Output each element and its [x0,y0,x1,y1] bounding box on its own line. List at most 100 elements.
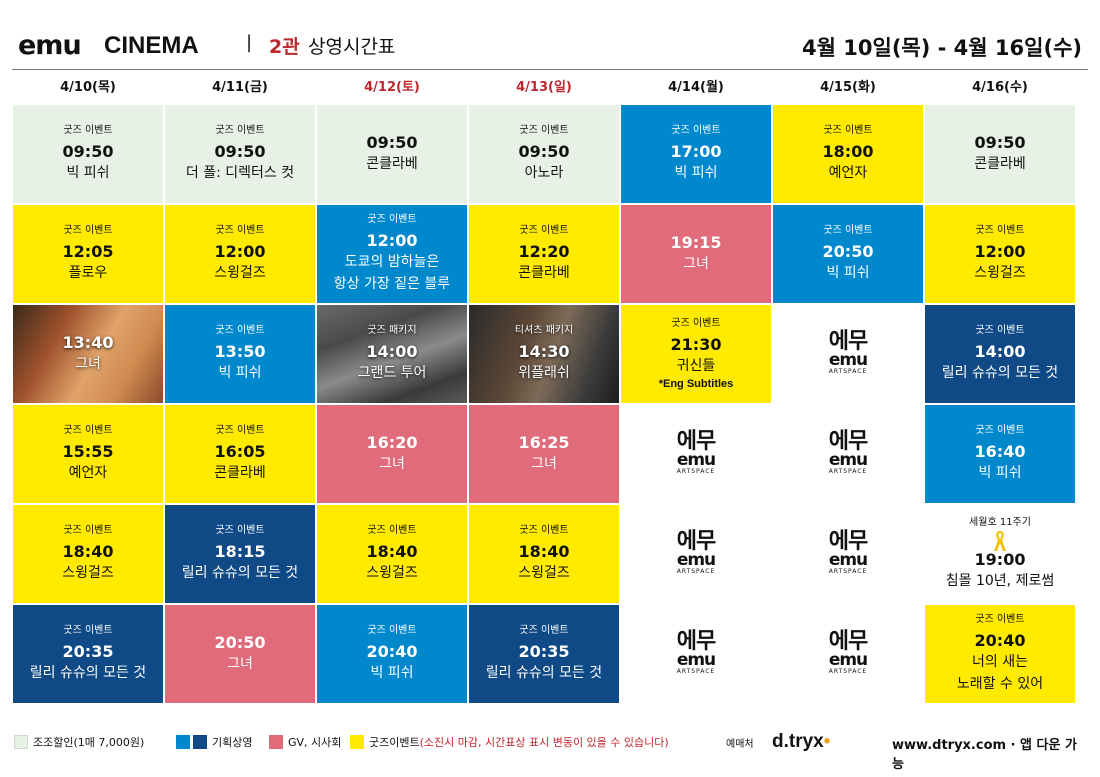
movie-title: 더 폴: 디렉터스 컷 [185,165,295,181]
event-tag: 굿즈 이벤트 [367,214,417,225]
showtime: 12:00 [974,242,1026,261]
schedule-grid: 4/10(목) 4/11(금) 4/12(토) 4/13(일) 4/14(월) 4/15(… [12,74,1076,706]
event-tag: 굿즈 이벤트 [215,425,265,436]
movie-title: 릴리 슈슈의 모든 것 [181,565,299,581]
movie-title: 귀신들 [676,357,716,374]
event-tag: 굿즈 이벤트 [215,125,265,136]
dtryx-dot-icon: • [823,731,831,752]
showtime: 14:00 [974,342,1026,361]
special-swatch-blue [176,735,190,749]
screening-slot[interactable]: 굿즈 이벤트 13:50 빅 피쉬 [165,305,315,403]
artspace-logo-e: emu [828,350,868,370]
screening-slot[interactable]: 굿즈 이벤트 12:00 도쿄의 밤하늘은 항상 가장 짙은 블루 [317,205,467,303]
screening-slot[interactable]: 굿즈 이벤트 20:35 릴리 슈슈의 모든 것 [13,605,163,703]
movie-title: 그녀 [227,656,253,672]
screening-slot[interactable]: 굿즈 이벤트 15:55 예언자 [13,405,163,503]
screening-slot[interactable]: 굿즈 이벤트 21:30 귀신들 *Eng Subtitles [621,305,771,403]
dtryx-logo[interactable]: d.tryx• [772,731,830,753]
hall-number: 2관 [269,36,300,58]
screening-slot[interactable]: 굿즈 이벤트 18:40 스윙걸즈 [469,505,619,603]
screening-slot[interactable]: 굿즈 이벤트 16:40 빅 피쉬 [925,405,1075,503]
event-tag: 굿즈 이벤트 [519,625,569,636]
artspace-logo: 에무 emu ARTSPACE [676,431,717,476]
movie-title: 릴리 슈슈의 모든 것 [29,665,147,681]
event-tag: 굿즈 이벤트 [519,125,569,136]
movie-title-line2: 노래할 수 있어 [956,676,1044,692]
screening-slot[interactable]: 09:50 콘클라베 [317,105,467,203]
dtryx-logo-text: d.tryx [772,731,824,752]
showtime: 09:50 [974,133,1026,152]
day-header: 4/15(화) [820,80,876,95]
screening-slot[interactable]: 굿즈 이벤트 18:40 스윙걸즈 [13,505,163,603]
screening-slot[interactable]: 굿즈 이벤트 18:00 예언자 [773,105,923,203]
showtime: 09:50 [62,142,114,161]
screening-slot[interactable]: 09:50 콘클라베 [925,105,1075,203]
showtime: 16:40 [974,442,1026,461]
screening-slot[interactable]: 굿즈 이벤트 09:50 빅 피쉬 [13,105,163,203]
screening-slot[interactable]: 굿즈 이벤트 14:00 릴리 슈슈의 모든 것 [925,305,1075,403]
screening-slot[interactable]: 16:20 그녀 [317,405,467,503]
yellow-ribbon-icon [994,531,1006,551]
screening-slot[interactable]: 굿즈 이벤트 17:00 빅 피쉬 [621,105,771,203]
movie-title: 콘클라베 [518,265,570,281]
screening-slot[interactable]: 굿즈 이벤트 16:05 콘클라베 [165,405,315,503]
showtime: 16:20 [366,433,418,452]
artspace-logo-a: ARTSPACE [676,668,716,675]
day-header: 4/16(수) [972,80,1028,95]
legend-goods-label: 굿즈이벤트 [369,736,420,749]
screening-slot[interactable]: 굿즈 이벤트 12:00 스윙걸즈 [925,205,1075,303]
movie-title: 콘클라베 [366,156,418,172]
screening-slot[interactable]: 굿즈 이벤트 20:50 빅 피쉬 [773,205,923,303]
screening-slot[interactable]: 굿즈 이벤트 20:40 너의 새는 노래할 수 있어 [925,605,1075,703]
screening-slot[interactable]: 굿즈 이벤트 12:00 스윙걸즈 [165,205,315,303]
artspace-logo-k: 에무 [828,429,868,454]
day-header: 4/11(금) [212,80,268,95]
artspace-logo-a: ARTSPACE [676,468,716,475]
screening-slot[interactable]: 굿즈 이벤트 09:50 더 폴: 디렉터스 컷 [165,105,315,203]
artspace-logo-e: emu [828,550,868,570]
screening-slot[interactable]: 굿즈 이벤트 12:20 콘클라베 [469,205,619,303]
page-subtitle: 상영시간표 [308,36,396,58]
screening-slot[interactable]: 20:50 그녀 [165,605,315,703]
screening-slot[interactable]: 19:15 그녀 [621,205,771,303]
event-tag: 굿즈 이벤트 [519,225,569,236]
showtime: 18:15 [214,542,266,561]
movie-title: 빅 피쉬 [370,665,414,681]
movie-title: 플로우 [68,265,108,281]
screening-slot[interactable]: 굿즈 이벤트 20:35 릴리 슈슈의 모든 것 [469,605,619,703]
event-tag: 굿즈 이벤트 [823,125,873,136]
screening-slot[interactable]: 굿즈 이벤트 18:40 스윙걸즈 [317,505,467,603]
movie-title: 너의 새는 [972,654,1028,670]
event-tag: 굿즈 이벤트 [671,317,721,329]
screening-slot[interactable]: 티셔츠 패키지 14:30 위플래쉬 [469,305,619,403]
gv-swatch [269,735,283,749]
artspace-logo-e: emu [828,450,868,470]
screening-slot[interactable]: 굿즈 이벤트 18:15 릴리 슈슈의 모든 것 [165,505,315,603]
screening-slot[interactable]: 굿즈 이벤트 20:40 빅 피쉬 [317,605,467,703]
event-tag: 굿즈 이벤트 [519,525,569,536]
screening-slot[interactable]: 16:25 그녀 [469,405,619,503]
movie-title: 빅 피쉬 [674,165,718,181]
emu-logo: emu [18,30,82,61]
screening-slot[interactable]: 굿즈 이벤트 12:05 플로우 [13,205,163,303]
movie-title: 빅 피쉬 [66,165,110,181]
showtime: 20:35 [62,642,114,661]
sale-label: 예매처 [726,739,754,750]
showtime: 18:40 [366,542,418,561]
event-tag: 굿즈 이벤트 [823,225,873,236]
movie-title: 그녀 [683,256,709,272]
showtime: 09:50 [366,133,418,152]
booking-url[interactable]: www.dtryx.com · 앱 다운 가능 [892,738,1077,772]
showtime: 12:20 [518,242,570,261]
screening-slot[interactable]: 굿즈 이벤트 09:50 아노라 [469,105,619,203]
screening-slot[interactable]: 굿즈 패키지 14:00 그랜드 투어 [317,305,467,403]
legend: 조조할인(1매 7,000원) 기획상영 GV, 시사회 굿즈이벤트 (소진시 … [14,731,1086,772]
event-tag: 굿즈 패키지 [367,325,417,336]
artspace-logo: 에무 emu ARTSPACE [829,631,869,676]
artspace-logo-a: ARTSPACE [828,468,868,475]
showtime: 20:40 [974,631,1026,650]
screening-slot[interactable]: 13:40 그녀 [13,305,163,403]
screening-slot[interactable]: 세월호 11주기 19:00 침몰 10년, 제로썸 [925,505,1075,603]
showtime: 09:50 [518,142,570,161]
movie-title: 빅 피쉬 [826,265,870,281]
